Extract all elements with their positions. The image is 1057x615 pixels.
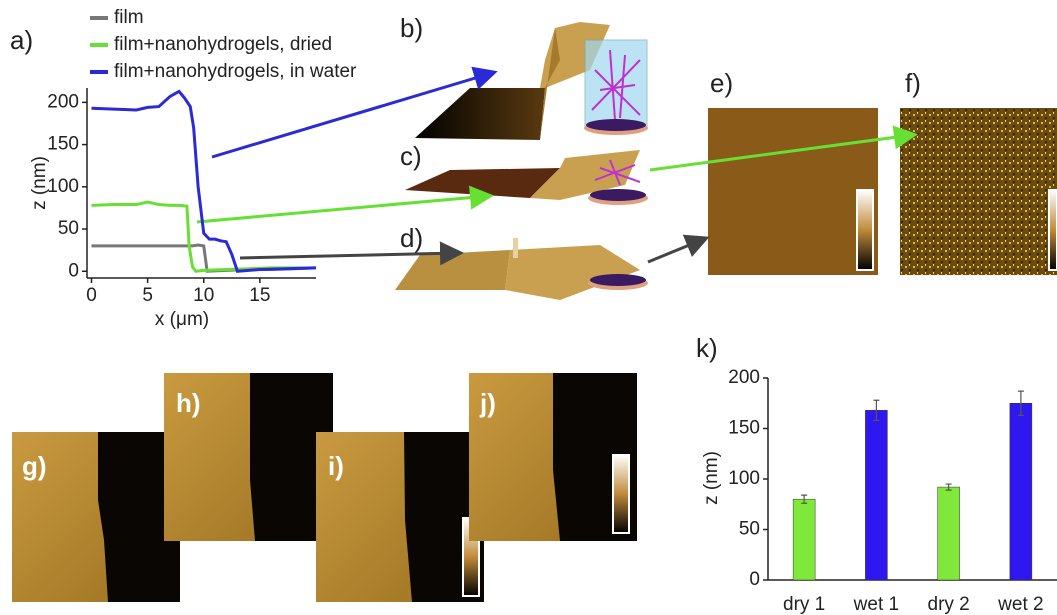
panel-label: g) xyxy=(22,451,47,481)
panel-label: h) xyxy=(176,388,201,418)
y-tick-label: 200 xyxy=(47,91,79,112)
y-tick-label: 50 xyxy=(58,218,79,239)
surface-c xyxy=(405,150,648,205)
y-tick-label: 50 xyxy=(739,519,760,540)
panel-label: j) xyxy=(479,388,496,418)
y-tick-label: 200 xyxy=(728,367,760,388)
x-tick-label: 0 xyxy=(86,285,97,306)
x-tick-label: 15 xyxy=(249,285,270,306)
panel-label: e) xyxy=(710,68,733,98)
legend-label: film+nanohydrogels, in water xyxy=(114,61,357,82)
y-tick-label: 150 xyxy=(47,134,79,155)
arrow xyxy=(197,196,488,222)
bar xyxy=(938,487,960,580)
panel-label: d) xyxy=(400,223,423,253)
x-tick-label: dry 1 xyxy=(783,594,825,615)
y-tick-label: 100 xyxy=(47,176,79,197)
y-tick-label: 0 xyxy=(749,569,760,590)
panel-label: k) xyxy=(696,333,718,363)
surface-d xyxy=(395,238,648,300)
x-axis-label: x (μm) xyxy=(155,309,209,330)
data-line xyxy=(91,202,316,271)
x-tick-label: wet 2 xyxy=(997,594,1043,615)
x-tick-label: 10 xyxy=(193,285,214,306)
panel-label: c) xyxy=(400,141,422,171)
x-tick-label: 5 xyxy=(142,285,153,306)
bar xyxy=(1010,403,1032,580)
surface-b xyxy=(415,22,648,140)
bar xyxy=(865,410,887,580)
panel-label: i) xyxy=(328,451,344,481)
y-axis-label: z (nm) xyxy=(701,451,722,505)
scale-bar xyxy=(1049,190,1057,270)
afm-image-f xyxy=(900,108,1057,275)
y-tick-label: 100 xyxy=(728,468,760,489)
panel-label: b) xyxy=(400,13,423,43)
x-tick-label: wet 1 xyxy=(853,594,899,615)
bar xyxy=(793,499,815,580)
afm-image-e xyxy=(708,108,878,275)
legend-label: film xyxy=(114,7,144,28)
legend-label: film+nanohydrogels, dried xyxy=(114,34,332,55)
scale-bar xyxy=(857,190,873,270)
y-tick-label: 150 xyxy=(728,418,760,439)
data-line xyxy=(91,91,316,271)
y-tick-label: 0 xyxy=(68,260,79,281)
panel-label: f) xyxy=(905,68,921,98)
arrow xyxy=(648,239,704,262)
panel-label: a) xyxy=(10,25,33,55)
y-axis-label: z (nm) xyxy=(29,156,50,210)
figure: b) c) d) e) f) g) h) i) j) 050100150200z… xyxy=(0,0,1057,615)
x-tick-label: dry 2 xyxy=(928,594,970,615)
